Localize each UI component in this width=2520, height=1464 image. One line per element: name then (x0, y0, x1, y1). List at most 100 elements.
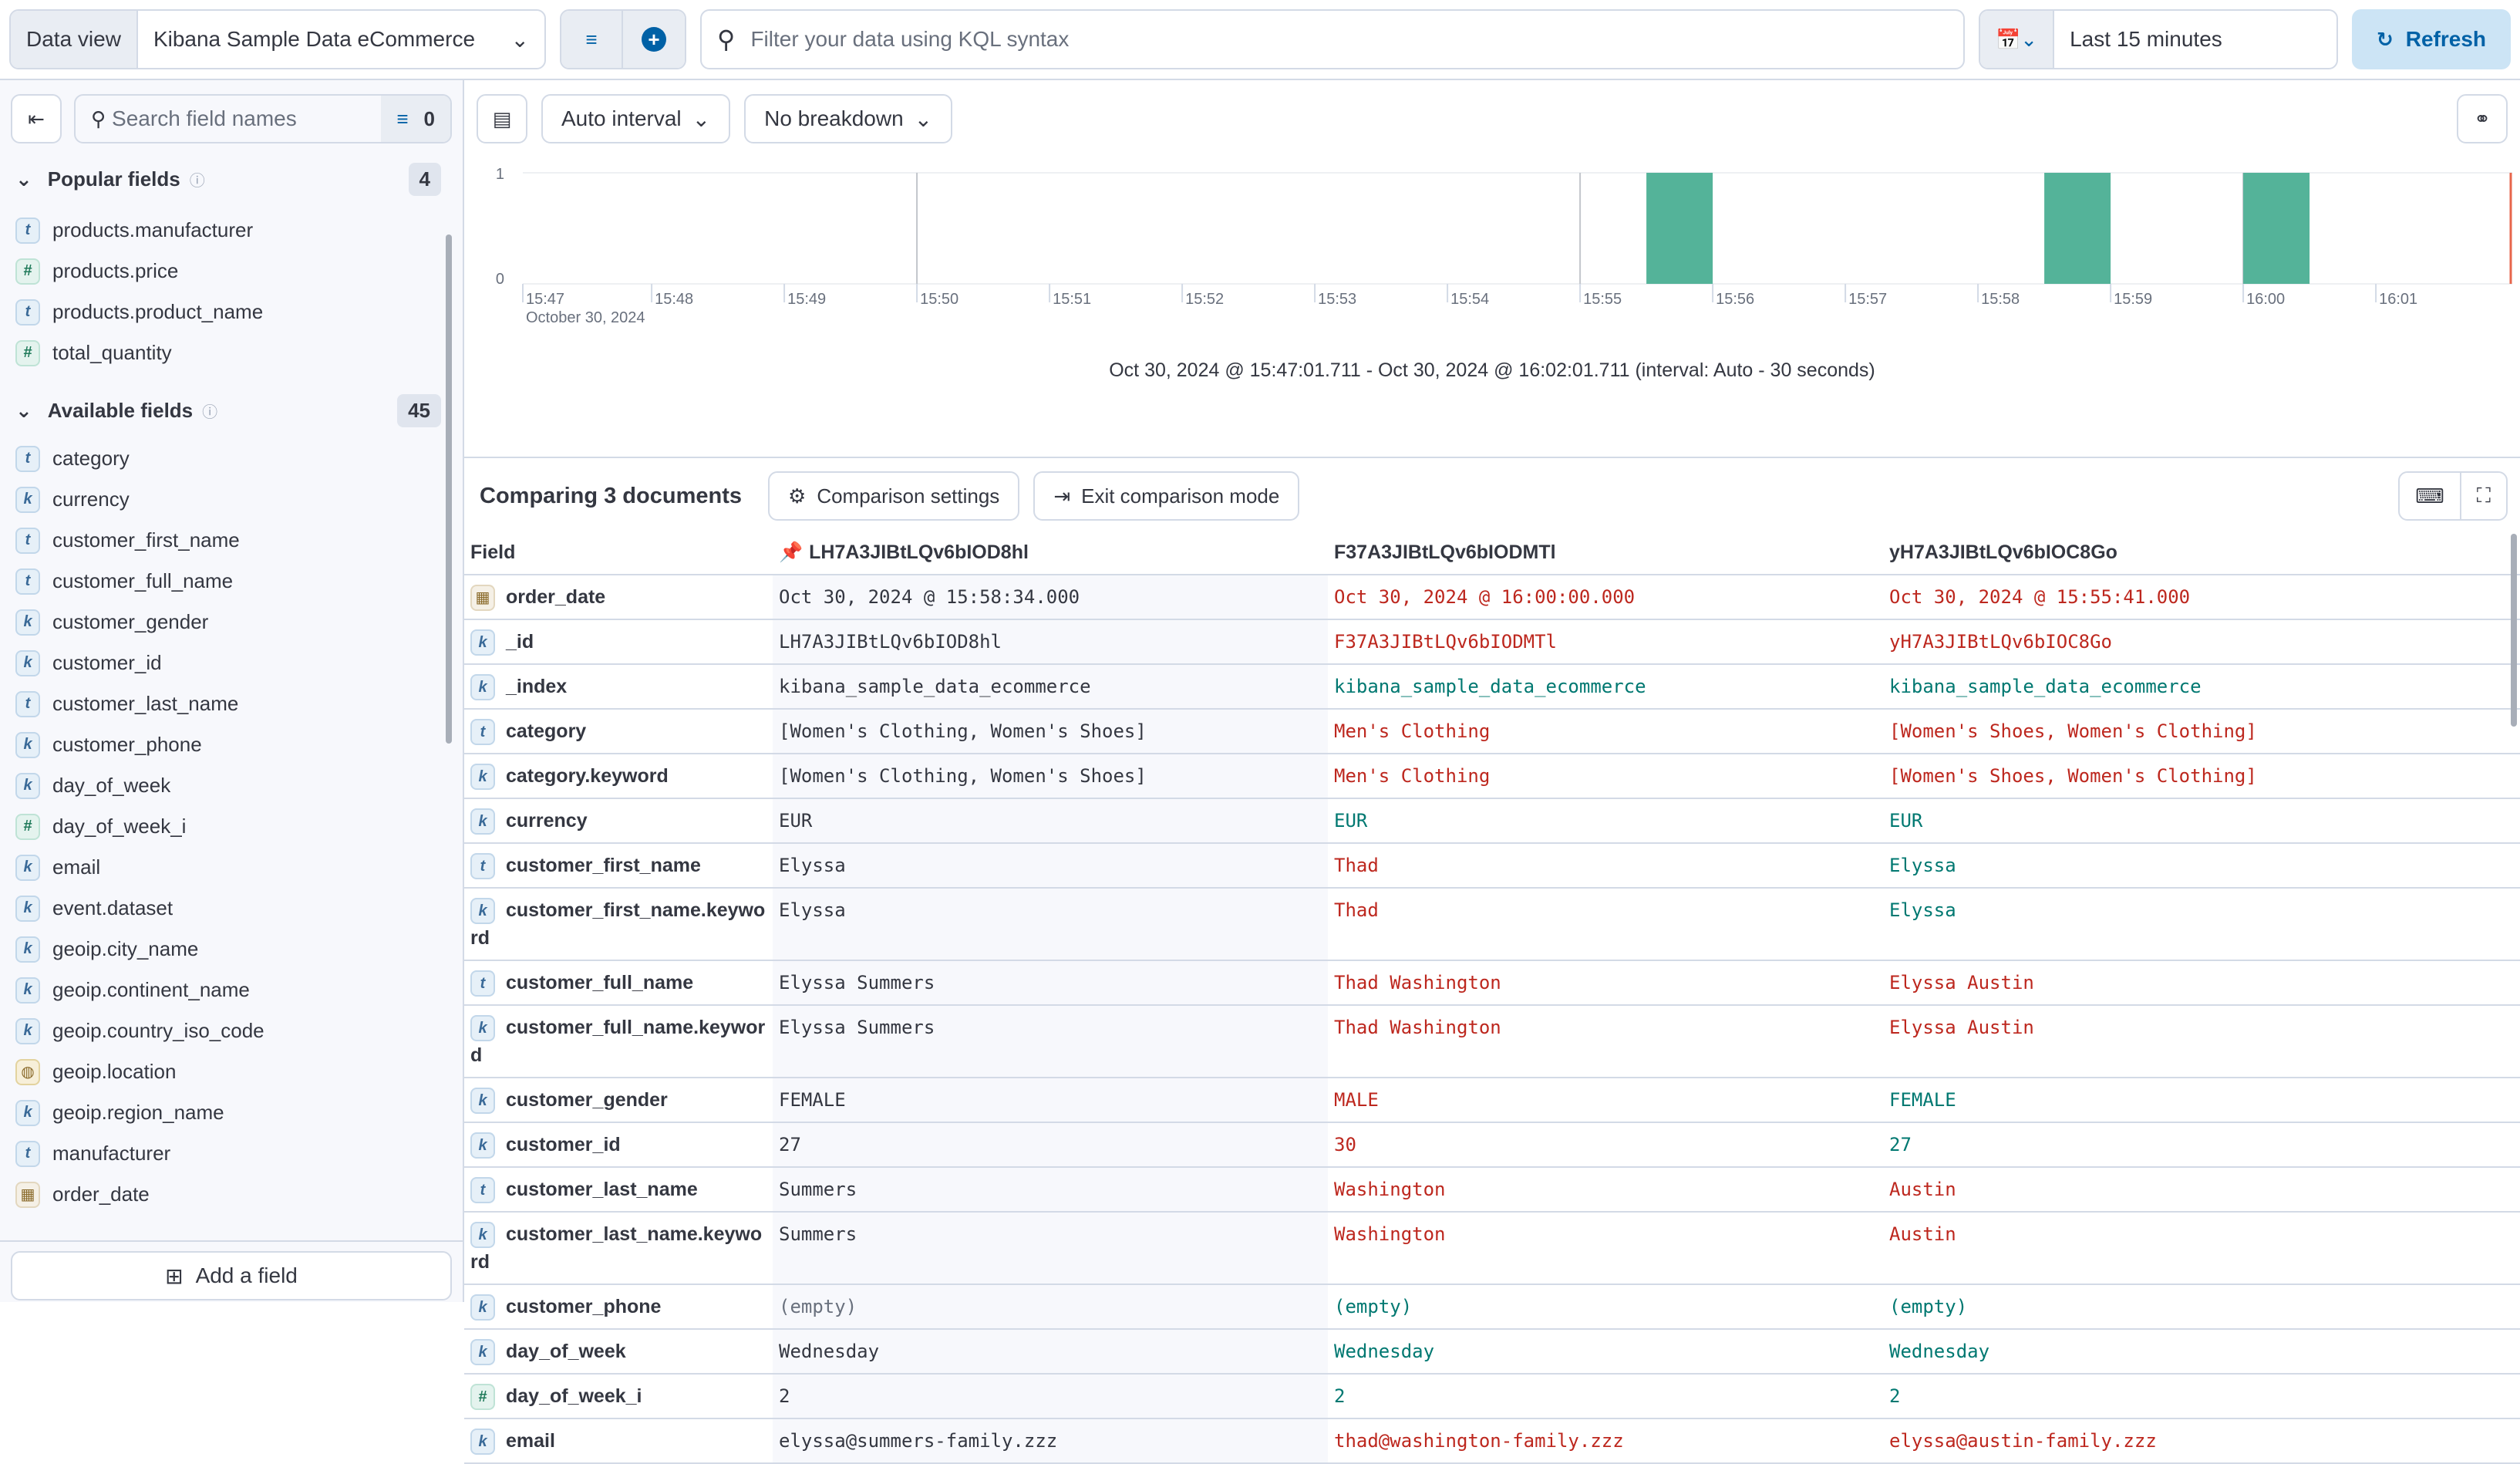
filter-menu-button[interactable]: ≡ (561, 11, 623, 68)
value-cell[interactable]: [Women's Clothing, Women's Shoes] (773, 754, 1328, 799)
value-cell[interactable]: Thad (1328, 888, 1883, 961)
field-column-header[interactable]: Field (464, 531, 773, 575)
field-list-item[interactable]: k event.dataset (0, 888, 463, 929)
value-cell[interactable]: Men's Clothing (1328, 754, 1883, 799)
value-cell[interactable]: Elyssa (1883, 888, 2520, 961)
field-list-item[interactable]: t customer_full_name (0, 561, 463, 602)
popular-fields-header[interactable]: ⌄ Popular fields ⓘ 4 (0, 157, 463, 201)
field-list-item[interactable]: # products.price (0, 251, 463, 292)
value-cell[interactable]: thad@washington-family.zzz (1328, 1418, 1883, 1464)
field-list-item[interactable]: k geoip.city_name (0, 929, 463, 970)
field-filter-button[interactable]: ≡ 0 (381, 96, 450, 142)
value-cell[interactable]: Elyssa (773, 843, 1328, 889)
value-cell[interactable]: 2 (1328, 1374, 1883, 1419)
field-cell[interactable]: k day_of_week (464, 1329, 773, 1375)
value-cell[interactable]: [Women's Shoes, Women's Clothing] (1883, 754, 2520, 799)
value-cell[interactable]: kibana_sample_data_ecommerce (1883, 664, 2520, 710)
value-cell[interactable]: Austin (1883, 1212, 2520, 1285)
breakdown-select[interactable]: No breakdown ⌄ (744, 94, 953, 143)
value-cell[interactable]: Summers (773, 1212, 1328, 1285)
value-cell[interactable]: EUR (773, 798, 1328, 844)
table-scrollbar[interactable] (2511, 534, 2517, 727)
field-cell[interactable]: k customer_first_name.keyword (464, 888, 773, 961)
field-cell[interactable]: k customer_last_name.keyword (464, 1212, 773, 1285)
value-cell[interactable]: Elyssa Summers (773, 1005, 1328, 1078)
histogram-bar[interactable] (2044, 173, 2111, 284)
time-picker[interactable]: 📅⌄ Last 15 minutes (1978, 9, 2338, 69)
histogram-bar[interactable] (2243, 173, 2310, 284)
value-cell[interactable]: Washington (1328, 1167, 1883, 1213)
value-cell[interactable]: Elyssa Austin (1883, 960, 2520, 1006)
field-list-item[interactable]: t products.manufacturer (0, 210, 463, 251)
value-cell[interactable]: kibana_sample_data_ecommerce (1328, 664, 1883, 710)
field-cell[interactable]: k customer_id (464, 1122, 773, 1168)
value-cell[interactable]: Thad Washington (1328, 1005, 1883, 1078)
field-list-item[interactable]: # day_of_week_i (0, 806, 463, 847)
interval-select[interactable]: Auto interval ⌄ (541, 94, 731, 143)
value-cell[interactable]: Elyssa Austin (1883, 1005, 2520, 1078)
value-cell[interactable]: EUR (1883, 798, 2520, 844)
field-cell[interactable]: t customer_full_name (464, 960, 773, 1006)
value-cell[interactable]: kibana_sample_data_ecommerce (773, 664, 1328, 710)
value-cell[interactable]: Summers (773, 1167, 1328, 1213)
field-list-item[interactable]: k geoip.continent_name (0, 970, 463, 1010)
keyboard-shortcuts-button[interactable]: ⌨ (2400, 473, 2461, 519)
sidebar-scrollbar[interactable] (446, 234, 452, 744)
field-list-item[interactable]: t customer_last_name (0, 683, 463, 724)
value-cell[interactable]: (empty) (773, 1284, 1328, 1330)
field-cell[interactable]: t category (464, 709, 773, 754)
value-cell[interactable]: [Women's Clothing, Women's Shoes] (773, 709, 1328, 754)
value-cell[interactable]: Wednesday (1883, 1329, 2520, 1375)
field-list-item[interactable]: t category (0, 438, 463, 479)
value-cell[interactable]: elyssa@austin-family.zzz (1883, 1418, 2520, 1464)
exit-comparison-button[interactable]: ⇥ Exit comparison mode (1033, 471, 1300, 521)
collapse-sidebar-button[interactable]: ⇤ (11, 94, 62, 143)
field-cell[interactable]: k customer_gender (464, 1078, 773, 1123)
value-cell[interactable]: Austin (1883, 1167, 2520, 1213)
field-list-item[interactable]: k geoip.country_iso_code (0, 1010, 463, 1051)
data-view-picker[interactable]: Data view Kibana Sample Data eCommerce ⌄ (9, 9, 546, 69)
value-cell[interactable]: elyssa@summers-family.zzz (773, 1418, 1328, 1464)
fullscreen-button[interactable]: ⛶ (2476, 484, 2491, 507)
value-cell[interactable]: [Women's Shoes, Women's Clothing] (1883, 709, 2520, 754)
document-column-header[interactable]: 📌 LH7A3JIBtLQv6bIOD8hl (773, 531, 1328, 575)
value-cell[interactable]: LH7A3JIBtLQv6bIOD8hl (773, 619, 1328, 665)
calendar-icon[interactable]: 📅⌄ (1979, 11, 2055, 68)
field-list-item[interactable]: k customer_gender (0, 602, 463, 643)
value-cell[interactable]: Wednesday (1328, 1329, 1883, 1375)
value-cell[interactable]: yH7A3JIBtLQv6bIOC8Go (1883, 619, 2520, 665)
field-list-item[interactable]: t customer_first_name (0, 520, 463, 561)
toggle-chart-button[interactable]: ▤ (477, 94, 527, 143)
value-cell[interactable]: (empty) (1883, 1284, 2520, 1330)
value-cell[interactable]: Wednesday (773, 1329, 1328, 1375)
field-cell[interactable]: t customer_first_name (464, 843, 773, 889)
field-list-item[interactable]: k email (0, 847, 463, 888)
histogram-chart[interactable]: 0 1 15:47 15:48 15:49 15:50 15:51 15:52 15:53 15:… (464, 157, 2520, 358)
value-cell[interactable]: Thad Washington (1328, 960, 1883, 1006)
field-list-item[interactable]: k day_of_week (0, 765, 463, 806)
value-cell[interactable]: F37A3JIBtLQv6bIODMTl (1328, 619, 1883, 665)
value-cell[interactable]: 27 (773, 1122, 1328, 1168)
value-cell[interactable]: 27 (1883, 1122, 2520, 1168)
field-list-item[interactable]: # total_quantity (0, 332, 463, 373)
value-cell[interactable]: Oct 30, 2024 @ 15:55:41.000 (1883, 575, 2520, 620)
comparison-settings-button[interactable]: ⚙ Comparison settings (768, 471, 1020, 521)
field-list-item[interactable]: k geoip.region_name (0, 1092, 463, 1133)
value-cell[interactable]: Washington (1328, 1212, 1883, 1285)
field-cell[interactable]: # day_of_week_i (464, 1374, 773, 1419)
add-filter-button[interactable]: + (623, 11, 685, 68)
field-list-item[interactable]: k customer_id (0, 643, 463, 683)
field-list-item[interactable]: ▦ order_date (0, 1174, 463, 1215)
value-cell[interactable]: Elyssa (773, 888, 1328, 961)
add-field-button[interactable]: ⊞ Add a field (11, 1251, 452, 1300)
value-cell[interactable]: Thad (1328, 843, 1883, 889)
field-list-item[interactable]: t manufacturer (0, 1133, 463, 1174)
value-cell[interactable]: 2 (1883, 1374, 2520, 1419)
query-input[interactable]: ⚲ Filter your data using KQL syntax (700, 9, 1965, 69)
chart-options-button[interactable]: ⚭ (2457, 94, 2508, 143)
available-fields-header[interactable]: ⌄ Available fields ⓘ 45 (0, 389, 463, 432)
field-list-item[interactable]: ◍ geoip.location (0, 1051, 463, 1092)
value-cell[interactable]: 2 (773, 1374, 1328, 1419)
value-cell[interactable]: (empty) (1328, 1284, 1883, 1330)
value-cell[interactable]: FEMALE (773, 1078, 1328, 1123)
